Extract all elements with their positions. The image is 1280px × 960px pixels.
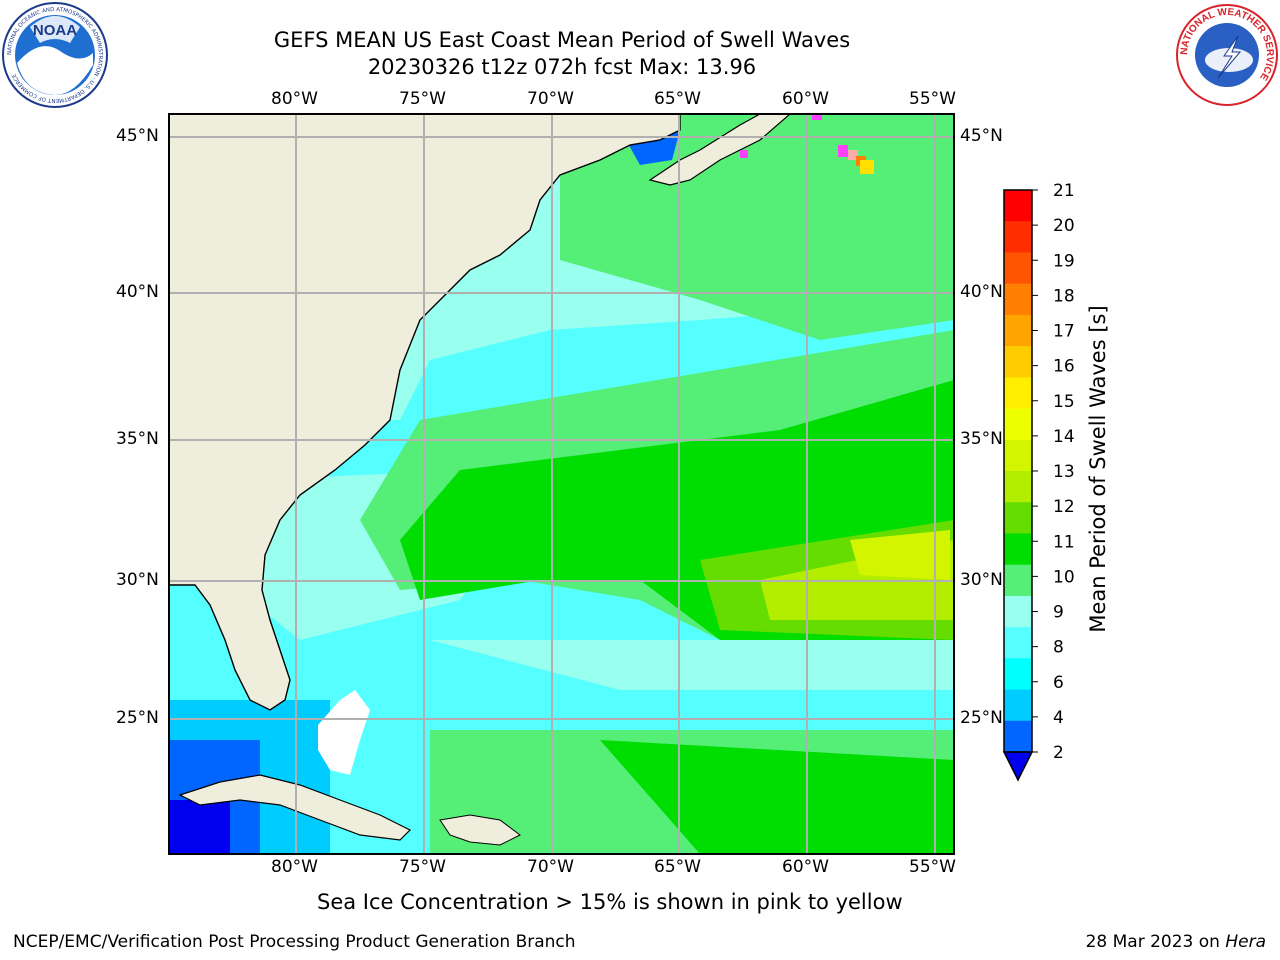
colorbar-tick-label: 16 — [1053, 357, 1075, 377]
lat-tick-right: 25°N — [960, 708, 1003, 728]
nws-logo: NATIONAL WEATHER SERVICE — [1176, 4, 1278, 106]
footer-host: Hera — [1225, 932, 1266, 952]
colorbar-segment — [1004, 377, 1032, 410]
lat-tick-left: 30°N — [116, 570, 159, 590]
colorbar-segment — [1004, 658, 1032, 691]
colorbar-tick-label: 9 — [1053, 603, 1064, 623]
bahamas-bank — [318, 690, 370, 775]
hispaniola-land — [439, 814, 521, 846]
colorbar-tick-label: 11 — [1053, 532, 1075, 552]
lat-tick-right: 45°N — [960, 126, 1003, 146]
colorbar-tick-label: 18 — [1053, 286, 1075, 306]
lat-tick-right: 30°N — [960, 570, 1003, 590]
noaa-logo: NOAA NATIONAL OCEANIC AND ATMOSPHERIC AD… — [2, 2, 108, 108]
colorbar-segment — [1004, 471, 1032, 503]
colorbar-tick-label: 21 — [1053, 181, 1075, 201]
colorbar-segment — [1004, 595, 1032, 628]
footer-date-text: 28 Mar 2023 on — [1085, 932, 1226, 952]
lon-tick-top: 80°W — [271, 89, 318, 109]
map-frame — [168, 113, 955, 855]
lat-tick-left: 45°N — [116, 126, 159, 146]
lat-tick-left: 40°N — [116, 282, 159, 302]
colorbar-segment — [1004, 720, 1032, 753]
colorbar-tick-label: 6 — [1053, 673, 1064, 693]
footer-branch: NCEP/EMC/Verification Post Processing Pr… — [13, 932, 576, 952]
colorbar-under-arrow — [1002, 751, 1034, 782]
lon-tick-top: 60°W — [782, 89, 829, 109]
colorbar-tick-label: 14 — [1053, 427, 1075, 447]
lon-tick-bottom: 55°W — [909, 857, 956, 877]
lat-tick-left: 35°N — [116, 429, 159, 449]
footer-date: 28 Mar 2023 on Hera — [1086, 932, 1266, 952]
chart-title: GEFS MEAN US East Coast Mean Period of S… — [273, 28, 851, 52]
colorbar-segment — [1004, 627, 1032, 659]
colorbar-tick-label: 12 — [1053, 497, 1075, 517]
colorbar-tick-label: 10 — [1053, 567, 1075, 587]
colorbar-segment — [1004, 564, 1032, 597]
colorbar-tick-label: 17 — [1053, 322, 1075, 342]
colorbar-tick-label: 20 — [1053, 216, 1075, 236]
lon-tick-top: 55°W — [909, 89, 956, 109]
nova-scotia-land — [648, 114, 791, 186]
colorbar-segment — [1004, 314, 1032, 347]
colorbar: 21 20 19 18 17 16 15 14 13 12 11 10 9 8 6 4 2 — [1002, 181, 1075, 782]
colorbar-segment — [1004, 283, 1032, 316]
colorbar-tick-label: 13 — [1053, 462, 1075, 482]
colorbar-segment — [1004, 502, 1032, 534]
colorbar-label: Mean Period of Swell Waves [s] — [1086, 305, 1110, 633]
colorbar-tick-label: 2 — [1053, 743, 1064, 763]
colorbar-tick-label: 8 — [1053, 638, 1064, 658]
lon-tick-top: 65°W — [654, 89, 701, 109]
colorbar-tick-label: 4 — [1053, 708, 1064, 728]
colorbar-segment — [1004, 221, 1032, 253]
lon-tick-bottom: 75°W — [399, 857, 446, 877]
colorbar-segment — [1004, 439, 1032, 472]
noaa-logo-text: NOAA — [33, 22, 77, 39]
lon-tick-top: 70°W — [527, 89, 574, 109]
colorbar-segment — [1004, 252, 1032, 285]
colorbar-segment — [1004, 190, 1032, 222]
swell-period-field — [169, 114, 954, 854]
colorbar-tick-label: 15 — [1053, 392, 1075, 412]
colorbar-segment — [1004, 408, 1032, 441]
chart-subtitle: 20230326 t12z 072h fcst Max: 13.96 — [367, 55, 757, 79]
lon-tick-bottom: 70°W — [527, 857, 574, 877]
lat-tick-left: 25°N — [116, 708, 159, 728]
graticule — [169, 114, 954, 854]
lon-tick-bottom: 80°W — [271, 857, 318, 877]
colorbar-segment — [1004, 533, 1032, 566]
sea-ice-caption: Sea Ice Concentration > 15% is shown in … — [317, 890, 903, 914]
lat-tick-right: 35°N — [960, 429, 1003, 449]
lon-tick-bottom: 65°W — [654, 857, 701, 877]
lon-tick-bottom: 60°W — [782, 857, 829, 877]
colorbar-segment — [1004, 346, 1032, 378]
colorbar-tick-label: 19 — [1053, 251, 1075, 271]
lon-tick-top: 75°W — [399, 89, 446, 109]
colorbar-segment — [1004, 689, 1032, 722]
lat-tick-right: 40°N — [960, 282, 1003, 302]
